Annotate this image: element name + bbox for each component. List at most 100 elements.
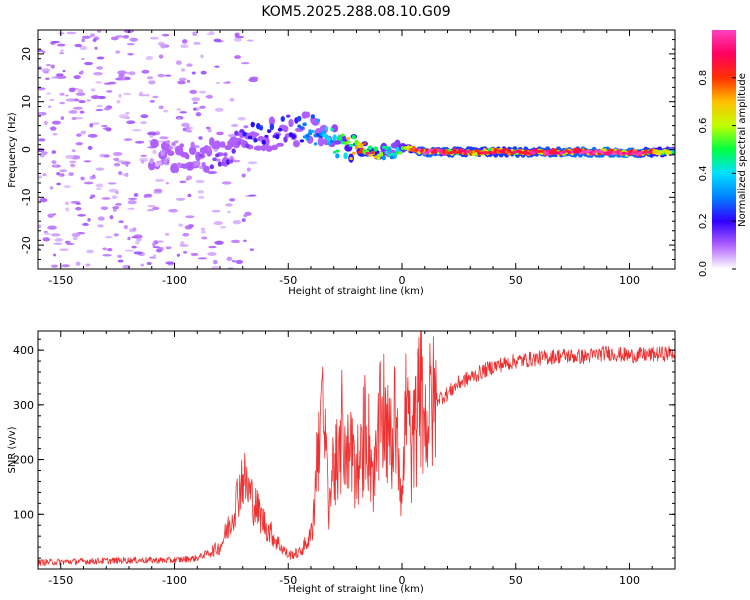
spectrogram-trace-core bbox=[297, 124, 301, 128]
spectrogram-trace-halo bbox=[261, 144, 267, 152]
spectrogram-noise-blob bbox=[83, 160, 92, 163]
spectrogram-noise-blob bbox=[103, 107, 111, 111]
spectrogram-trace-body bbox=[253, 138, 258, 143]
spectrogram-trace-core bbox=[556, 151, 561, 155]
spectrogram-noise-blob bbox=[75, 92, 86, 96]
spectrogram-noise-blob bbox=[248, 194, 257, 197]
spectrogram-noise-blob bbox=[72, 235, 78, 241]
spectrogram-noise-blob bbox=[112, 208, 117, 212]
spectrogram-noise-blob bbox=[149, 100, 155, 103]
spectrogram-trace-core bbox=[414, 148, 419, 152]
spectrogram-noise-blob bbox=[140, 121, 147, 125]
spectrogram-noise-blob bbox=[159, 136, 169, 140]
snr-panel: -150 -100 -50 0 50 100 100 200 300 400 Height of… bbox=[7, 330, 676, 595]
spectrogram-trace-core bbox=[439, 150, 443, 155]
spectrogram-noise-blob bbox=[38, 148, 45, 153]
spectrogram-noise-blob bbox=[187, 193, 192, 198]
spectrogram-noise-blob bbox=[118, 73, 125, 79]
spectrogram-trace-core bbox=[540, 149, 544, 153]
spectrogram-noise-blob bbox=[213, 38, 222, 43]
spectrogram-x-tick-label: 100 bbox=[619, 274, 640, 287]
spectrogram-trace-core bbox=[335, 149, 340, 153]
spectrogram-noise-blob bbox=[41, 151, 48, 155]
spectrogram-noise-blob bbox=[53, 242, 63, 245]
colorbar-tick-label: 0.8 bbox=[698, 70, 709, 86]
spectrogram-noise-blob bbox=[149, 134, 154, 139]
spectrogram-trace-core bbox=[644, 149, 648, 153]
colorbar-tick-label: 0.2 bbox=[698, 213, 709, 229]
spectrogram-noise-blob bbox=[74, 43, 83, 48]
spectrogram-noise-blob bbox=[68, 160, 77, 163]
spectrogram-noise-blob bbox=[79, 45, 88, 51]
spectrogram-noise-blob bbox=[59, 75, 67, 79]
spectrogram-noise-blob bbox=[247, 161, 258, 165]
spectrogram-trace-core bbox=[360, 143, 364, 147]
spectrogram-trace-core bbox=[354, 146, 359, 150]
spectrogram-noise-blob bbox=[48, 105, 52, 108]
spectrogram-trace-core bbox=[420, 148, 424, 152]
spectrogram-noise-blob bbox=[189, 89, 198, 95]
spectrogram-noise-blob bbox=[122, 264, 131, 269]
snr-x-axis: -150 -100 -50 0 50 100 bbox=[37, 331, 676, 587]
spectrogram-trace-body bbox=[329, 139, 335, 143]
spectrogram-trace-core bbox=[655, 150, 659, 154]
spectrogram-noise-blob bbox=[96, 30, 102, 33]
spectrogram-noise-blob bbox=[97, 216, 105, 221]
spectrogram-noise-blob bbox=[206, 94, 213, 99]
spectrogram-trace-core bbox=[401, 146, 405, 150]
spectrogram-trace-core bbox=[638, 151, 643, 156]
spectrogram-trace-core bbox=[545, 151, 550, 155]
spectrogram-noise-blob bbox=[185, 178, 190, 181]
spectrogram-noise-blob bbox=[65, 207, 70, 212]
spectrogram-trace-core bbox=[597, 150, 602, 154]
spectrogram-noise-blob bbox=[127, 200, 137, 205]
spectrogram-trace-body bbox=[209, 164, 215, 170]
spectrogram-noise-blob bbox=[184, 225, 193, 230]
spectrogram-noise-blob bbox=[129, 37, 139, 42]
spectrogram-noise-blob bbox=[118, 171, 123, 176]
spectrogram-trace-core bbox=[605, 152, 610, 156]
spectrogram-trace-core bbox=[578, 148, 583, 153]
spectrogram-trace-core bbox=[321, 133, 326, 138]
spectrogram-noise-blob bbox=[182, 127, 187, 132]
spectrogram-trace-body bbox=[157, 161, 163, 166]
spectrogram-noise-blob bbox=[95, 183, 104, 188]
spectrogram-trace-halo bbox=[276, 142, 285, 147]
spectrogram-noise-blob bbox=[216, 131, 224, 136]
spectrogram-noise-blob bbox=[178, 77, 187, 81]
spectrogram-trace-core bbox=[551, 151, 555, 155]
spectrogram-noise-blob bbox=[241, 173, 247, 178]
spectrogram-noise-blob bbox=[100, 124, 108, 128]
spectrogram-trace-halo bbox=[251, 132, 260, 137]
spectrogram-noise-blob bbox=[49, 126, 57, 131]
spectrogram-y-tick-label: -20 bbox=[20, 236, 33, 254]
spectrogram-noise-blob bbox=[102, 253, 112, 257]
spectrogram-trace-body bbox=[266, 129, 272, 134]
spectrogram-noise-blob bbox=[110, 36, 119, 41]
spectrogram-noise-blob bbox=[193, 41, 201, 45]
spectrogram-noise-blob bbox=[43, 233, 51, 236]
spectrogram-noise-blob bbox=[178, 223, 184, 227]
spectrogram-noise-blob bbox=[59, 92, 65, 96]
spectrogram-x-tick-label: -100 bbox=[162, 274, 187, 287]
spectrogram-trace-core bbox=[641, 151, 645, 155]
spectrogram-noise-blob bbox=[42, 237, 51, 242]
spectrogram-noise-blob bbox=[51, 150, 57, 154]
spectrogram-noise-blob bbox=[96, 104, 103, 108]
spectrogram-noise-blob bbox=[176, 116, 182, 120]
spectrogram-noise-blob bbox=[43, 120, 48, 126]
spectrogram-noise-blob bbox=[76, 133, 82, 137]
spectrogram-trace-halo bbox=[282, 125, 289, 133]
spectrogram-noise-blob bbox=[71, 232, 81, 237]
spectrogram-noise-blob bbox=[133, 192, 139, 197]
spectrogram-noise-blob bbox=[152, 246, 161, 249]
spectrogram-trace-core bbox=[417, 148, 422, 152]
spectrogram-trace-core bbox=[368, 153, 372, 158]
spectrogram-y-tick-label: 0 bbox=[20, 146, 33, 153]
spectrogram-noise-blob bbox=[211, 266, 220, 269]
spectrogram-noise-blob bbox=[109, 215, 114, 220]
spectrogram-trace-core bbox=[398, 151, 402, 155]
spectrogram-noise-blob bbox=[115, 202, 122, 206]
spectrogram-noise-blob bbox=[131, 128, 142, 132]
spectrogram-noise-blob bbox=[65, 242, 75, 246]
